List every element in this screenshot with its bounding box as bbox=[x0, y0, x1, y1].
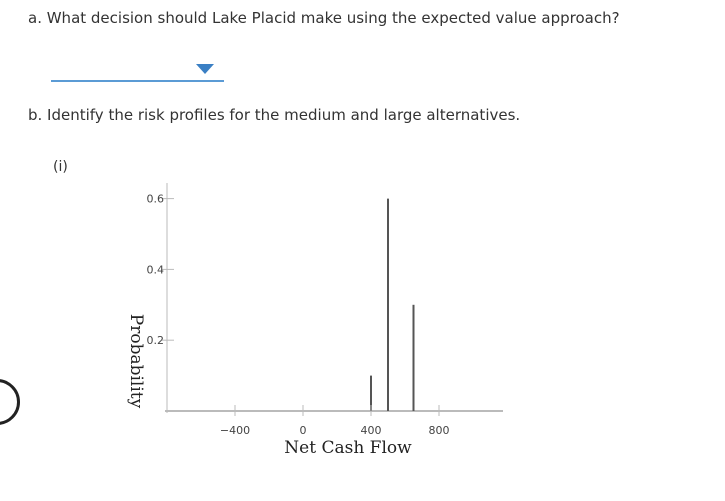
y-tick-label: 0.2 bbox=[147, 334, 165, 347]
x-tick-label: −400 bbox=[220, 424, 250, 437]
x-tick-label: 0 bbox=[300, 424, 307, 437]
y-axis-title: Probability bbox=[126, 314, 146, 409]
y-tick-label: 0.6 bbox=[147, 193, 165, 206]
x-axis-title: Net Cash Flow bbox=[284, 438, 412, 458]
question-b-text: b. Identify the risk profiles for the me… bbox=[28, 106, 521, 124]
question-a-text: a. What decision should Lake Placid make… bbox=[28, 9, 620, 27]
decision-dropdown[interactable] bbox=[51, 58, 224, 82]
x-tick-label: 800 bbox=[429, 424, 450, 437]
option-label: (i) bbox=[53, 159, 68, 175]
chevron-down-icon[interactable] bbox=[196, 64, 214, 74]
y-tick-label: 0.4 bbox=[147, 263, 165, 276]
x-tick-label: 400 bbox=[361, 424, 382, 437]
